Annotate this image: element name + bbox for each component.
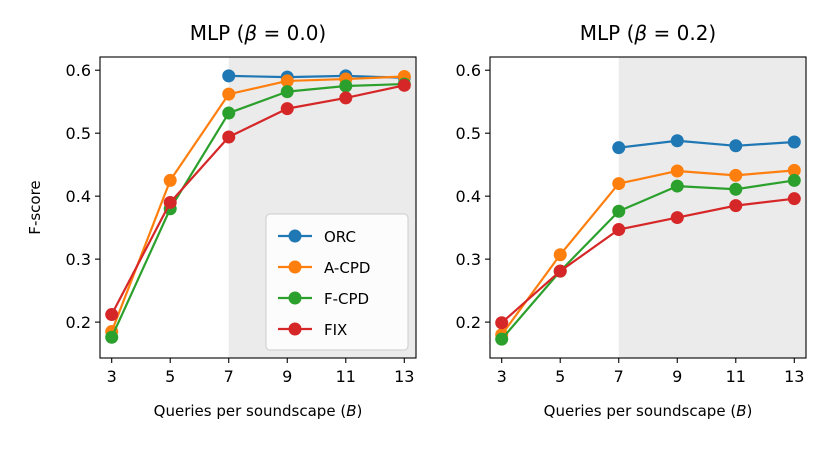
data-point-fix-7 (612, 223, 626, 237)
legend-marker-fix (288, 322, 302, 336)
x-axis-label: Queries per soundscape (B) (544, 402, 753, 420)
x-tick-label: 11 (336, 367, 356, 386)
data-point-a-cpd-11 (729, 168, 743, 182)
data-point-a-cpd-7 (222, 87, 236, 101)
y-tick-label: 0.6 (456, 61, 481, 80)
data-point-f-cpd-9 (280, 85, 294, 99)
data-point-a-cpd-5 (553, 248, 567, 262)
x-tick-label: 9 (282, 367, 292, 386)
x-tick-label: 7 (224, 367, 234, 386)
data-point-fix-9 (670, 211, 684, 225)
data-point-a-cpd-9 (670, 164, 684, 178)
data-point-fix-11 (339, 91, 353, 105)
y-tick-label: 0.5 (456, 124, 481, 143)
chart-title: MLP (β = 0.2) (580, 21, 716, 45)
x-tick-label: 9 (672, 367, 682, 386)
y-tick-label: 0.6 (66, 61, 91, 80)
series-line-a-cpd (110, 75, 405, 332)
data-point-fix-13 (397, 78, 411, 92)
legend-marker-orc (288, 229, 302, 243)
legend-label-orc: ORC (324, 228, 356, 246)
data-point-f-cpd-7 (612, 204, 626, 218)
chart-title: MLP (β = 0.0) (190, 21, 326, 45)
y-tick-label: 0.3 (456, 250, 481, 269)
data-point-f-cpd-13 (787, 173, 801, 187)
chart-panel-2: 3 5 7 9 11 13 0.2 0.3 0.4 0.5 0.6 MLP (β = 0.2) Quer… (456, 21, 807, 420)
plot-frame (99, 56, 417, 359)
y-axis-label: F-score (26, 180, 44, 234)
series-line-f-cpd (110, 82, 405, 338)
y-tick-label: 0.4 (66, 187, 91, 206)
y-tick-label: 0.2 (66, 313, 91, 332)
data-point-fix-3 (105, 308, 119, 322)
data-point-orc-7 (222, 69, 236, 83)
data-point-orc-7 (612, 141, 626, 155)
legend-label-a-cpd: A-CPD (324, 259, 370, 277)
series-line-fix (110, 84, 405, 316)
data-point-fix-5 (163, 195, 177, 209)
x-tick-label: 5 (165, 367, 175, 386)
data-point-orc-13 (787, 135, 801, 149)
y-tick-label: 0.4 (456, 187, 481, 206)
x-tick-label: 13 (394, 367, 414, 386)
y-tick-label: 0.5 (66, 124, 91, 143)
series-line-fix (500, 197, 795, 324)
data-point-a-cpd-13 (787, 163, 801, 177)
data-point-f-cpd-7 (222, 106, 236, 120)
data-point-f-cpd-3 (495, 332, 509, 346)
data-point-fix-11 (729, 199, 743, 213)
plot-frame (489, 56, 807, 359)
data-point-fix-7 (222, 130, 236, 144)
data-point-a-cpd-5 (163, 173, 177, 187)
data-point-f-cpd-11 (729, 182, 743, 196)
legend-label-f-cpd: F-CPD (324, 290, 369, 308)
x-tick-label: 11 (726, 367, 746, 386)
legend-marker-a-cpd (288, 260, 302, 274)
data-point-f-cpd-3 (105, 330, 119, 344)
data-point-a-cpd-7 (612, 177, 626, 191)
x-tick-label: 3 (497, 367, 507, 386)
chart-panel-1: 3 5 7 9 11 13 0.2 0.3 0.4 0.5 0.6 MLP (β = 0.0) Quer… (26, 21, 417, 420)
series-line-a-cpd (500, 169, 795, 336)
data-point-orc-9 (670, 134, 684, 148)
x-axis-label: Queries per soundscape (B) (154, 402, 363, 420)
data-point-f-cpd-9 (670, 179, 684, 193)
data-point-f-cpd-11 (339, 79, 353, 93)
shaded-region (618, 57, 806, 358)
data-point-orc-11 (729, 139, 743, 153)
series-line-f-cpd (500, 179, 795, 340)
series-line-orc (618, 139, 795, 149)
data-point-fix-5 (553, 264, 567, 278)
x-tick-label: 13 (784, 367, 804, 386)
data-point-fix-13 (787, 192, 801, 206)
y-tick-label: 0.3 (66, 250, 91, 269)
legend-marker-f-cpd (288, 291, 302, 305)
data-point-fix-9 (280, 102, 294, 116)
legend-label-fix: FIX (324, 321, 347, 339)
x-tick-label: 7 (614, 367, 624, 386)
data-point-fix-3 (495, 316, 509, 330)
legend-box (265, 213, 409, 351)
y-tick-label: 0.2 (456, 313, 481, 332)
x-tick-label: 5 (555, 367, 565, 386)
data-point-a-cpd-9 (280, 74, 294, 88)
x-tick-label: 3 (107, 367, 117, 386)
